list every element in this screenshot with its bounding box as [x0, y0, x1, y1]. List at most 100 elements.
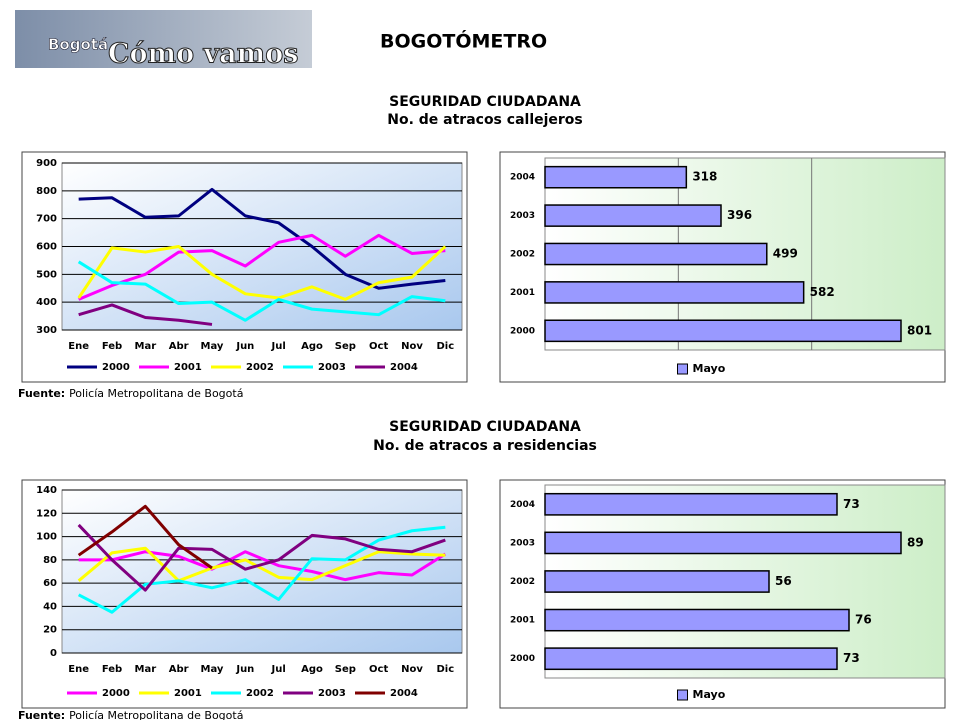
y-tick-label: 2000 [510, 654, 535, 664]
y-tick-label: 2004 [510, 500, 535, 510]
series-line [78, 550, 447, 582]
y-tick-label: 0 [50, 648, 57, 659]
series-line [77, 546, 446, 583]
legend-label: 2004 [390, 362, 418, 373]
value-label: 56 [775, 574, 792, 588]
y-tick-label: 2003 [510, 538, 535, 548]
legend-label: 2000 [102, 362, 130, 373]
bar [544, 492, 838, 516]
source-text: Policía Metropolitana de Bogotá [69, 387, 243, 400]
x-tick-label: Ago [301, 664, 323, 675]
x-tick-label: Feb [102, 664, 122, 675]
x-tick-label: Sep [335, 341, 356, 352]
legend-label: 2000 [102, 688, 130, 699]
logo: Bogotá Cómo vamos [15, 10, 312, 70]
y-tick-label: 20 [43, 625, 57, 636]
value-label: 73 [843, 497, 860, 511]
y-tick-label: 500 [36, 269, 57, 280]
y-tick-label: 140 [36, 485, 57, 496]
bar [544, 204, 722, 227]
series-line [77, 523, 446, 592]
y-tick-label: 700 [36, 214, 57, 225]
source: Fuente: Policía Metropolitana de Bogotá [18, 387, 243, 400]
legend-label: 2001 [174, 688, 202, 699]
legend-swatch [677, 363, 688, 375]
y-tick-label: 600 [36, 242, 57, 253]
y-tick-label: 900 [36, 158, 57, 169]
value-label: 396 [727, 208, 752, 222]
bar [544, 281, 805, 304]
y-tick-label: 2001 [510, 616, 535, 626]
bar [544, 242, 768, 266]
series-line [77, 525, 446, 614]
y-tick-label: 2003 [510, 211, 535, 221]
section-title: SEGURIDAD CIUDADANA [389, 94, 581, 110]
x-tick-label: Dic [437, 664, 455, 675]
y-tick-label: 100 [36, 532, 57, 543]
bar [544, 608, 850, 632]
value-label: 76 [855, 613, 872, 627]
value-label: 73 [843, 651, 860, 665]
x-tick-label: Ago [301, 341, 323, 352]
series-line [78, 187, 446, 290]
series-line [78, 303, 213, 326]
legend-label: 2003 [318, 688, 346, 699]
y-tick-label: 120 [36, 508, 57, 519]
logo-background [15, 10, 312, 68]
bar [544, 647, 838, 671]
x-tick-label: Nov [401, 341, 423, 352]
value-label: 801 [907, 323, 932, 337]
y-tick-label: 2002 [510, 250, 535, 260]
legend-label: Mayo [693, 688, 726, 701]
series-line [77, 260, 446, 322]
x-tick-label: Jul [271, 664, 286, 675]
bar [544, 570, 770, 593]
logo-text: Cómo vamos [108, 39, 298, 70]
y-tick-label: 2001 [510, 288, 535, 298]
x-tick-label: Mar [135, 664, 157, 675]
plot-area [61, 489, 463, 654]
source-text: Policía Metropolitana de Bogotá [69, 709, 243, 720]
legend-label: 2002 [246, 688, 274, 699]
x-tick-label: Ene [68, 664, 89, 675]
value-label: 318 [692, 170, 717, 184]
x-tick-label: Jun [235, 664, 254, 675]
x-tick-label: Oct [369, 341, 388, 352]
legend-label: 2002 [246, 362, 274, 373]
series-line [78, 233, 446, 301]
x-tick-label: Ene [68, 341, 89, 352]
x-tick-label: May [201, 341, 224, 352]
y-tick-label: 2000 [510, 326, 535, 336]
value-label: 582 [810, 285, 835, 299]
x-tick-label: Feb [102, 341, 122, 352]
series-line [77, 504, 213, 570]
page-title: BOGOTÓMETRO [380, 29, 547, 53]
bar [544, 531, 902, 555]
section-subtitle: No. de atracos a residencias [373, 438, 597, 454]
y-tick-label: 800 [36, 186, 57, 197]
y-tick-label: 400 [36, 297, 57, 308]
bar [544, 165, 688, 189]
legend-label: 2004 [390, 688, 418, 699]
x-tick-label: Abr [169, 341, 189, 352]
y-tick-label: 2004 [510, 173, 535, 183]
series-line [77, 245, 447, 301]
source-label: Fuente: [18, 387, 65, 400]
x-tick-label: Oct [369, 664, 388, 675]
legend-label: Mayo [693, 362, 726, 375]
y-tick-label: 80 [43, 555, 57, 566]
section-subtitle: No. de atracos callejeros [387, 112, 583, 128]
x-tick-label: Jul [271, 341, 286, 352]
x-tick-label: May [201, 664, 224, 675]
y-tick-label: 60 [43, 578, 57, 589]
x-tick-label: Dic [437, 341, 455, 352]
legend-label: 2001 [174, 362, 202, 373]
x-tick-label: Abr [169, 664, 189, 675]
x-tick-label: Mar [135, 341, 157, 352]
value-label: 89 [907, 535, 924, 549]
bar [544, 319, 902, 343]
source: Fuente: Policía Metropolitana de Bogotá [18, 709, 243, 720]
x-tick-label: Sep [335, 664, 356, 675]
legend-label: 2003 [318, 362, 346, 373]
